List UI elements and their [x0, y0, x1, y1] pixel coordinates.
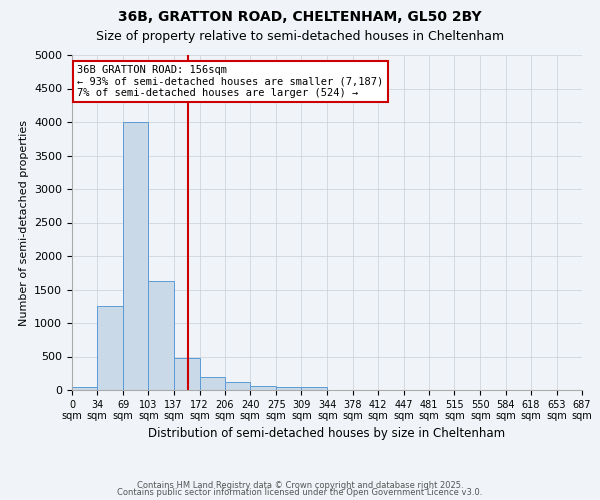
Text: 36B GRATTON ROAD: 156sqm
← 93% of semi-detached houses are smaller (7,187)
7% of: 36B GRATTON ROAD: 156sqm ← 93% of semi-d…: [77, 65, 383, 98]
Y-axis label: Number of semi-detached properties: Number of semi-detached properties: [19, 120, 29, 326]
Bar: [276, 388, 301, 390]
X-axis label: Distribution of semi-detached houses by size in Cheltenham: Distribution of semi-detached houses by …: [148, 427, 506, 440]
Text: Contains public sector information licensed under the Open Government Licence v3: Contains public sector information licen…: [118, 488, 482, 497]
Bar: [97, 306, 123, 390]
Bar: [123, 122, 148, 390]
Bar: [174, 358, 200, 390]
Bar: [250, 386, 276, 390]
Bar: [301, 388, 328, 390]
Text: 36B, GRATTON ROAD, CHELTENHAM, GL50 2BY: 36B, GRATTON ROAD, CHELTENHAM, GL50 2BY: [118, 10, 482, 24]
Bar: [225, 382, 250, 390]
Bar: [200, 377, 225, 390]
Text: Size of property relative to semi-detached houses in Cheltenham: Size of property relative to semi-detach…: [96, 30, 504, 43]
Text: Contains HM Land Registry data © Crown copyright and database right 2025.: Contains HM Land Registry data © Crown c…: [137, 480, 463, 490]
Bar: [148, 282, 174, 390]
Bar: [72, 386, 97, 390]
